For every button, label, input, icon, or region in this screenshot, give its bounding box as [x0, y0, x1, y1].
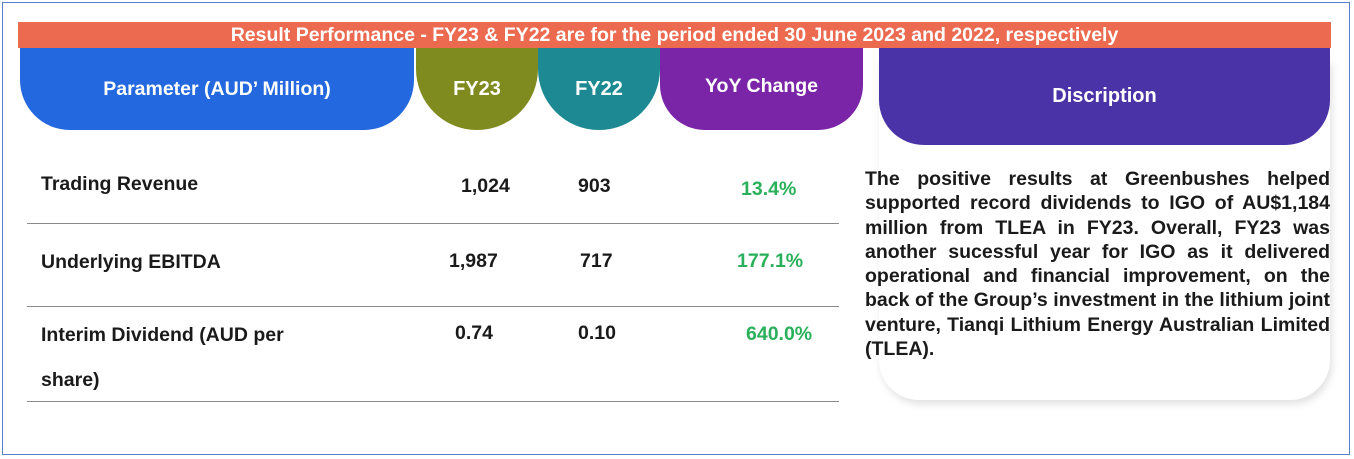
row-divider	[27, 401, 839, 402]
description-column-header: Discription	[879, 48, 1330, 145]
row-underlying-ebitda-fy22: 717	[580, 250, 613, 272]
row-underlying-ebitda-yoy: 177.1%	[737, 250, 804, 272]
yoy-change-column-header: YoY Change	[660, 48, 863, 130]
row-divider	[27, 223, 839, 224]
row-trading-revenue-label: Trading Revenue	[41, 173, 199, 195]
row-divider	[27, 306, 839, 307]
row-trading-revenue-yoy: 13.4%	[741, 178, 797, 200]
row-underlying-ebitda-label: Underlying EBITDA	[41, 251, 221, 273]
row-interim-dividend-label: Interim Dividend (AUD per	[41, 324, 284, 346]
parameter-column-header: Parameter (AUD’ Million)	[20, 48, 414, 130]
row-interim-dividend-label-cont: share)	[41, 369, 100, 391]
description-paragraph: The positive results at Greenbushes help…	[865, 168, 1330, 361]
row-trading-revenue-fy22: 903	[578, 175, 611, 197]
row-interim-dividend-fy22: 0.10	[578, 322, 616, 344]
row-underlying-ebitda-fy23: 1,987	[449, 250, 498, 272]
row-interim-dividend-fy23: 0.74	[455, 322, 493, 344]
row-trading-revenue-fy23: 1,024	[461, 175, 510, 197]
title-banner: Result Performance - FY23 & FY22 are for…	[18, 22, 1331, 48]
row-interim-dividend-yoy: 640.0%	[746, 323, 813, 345]
